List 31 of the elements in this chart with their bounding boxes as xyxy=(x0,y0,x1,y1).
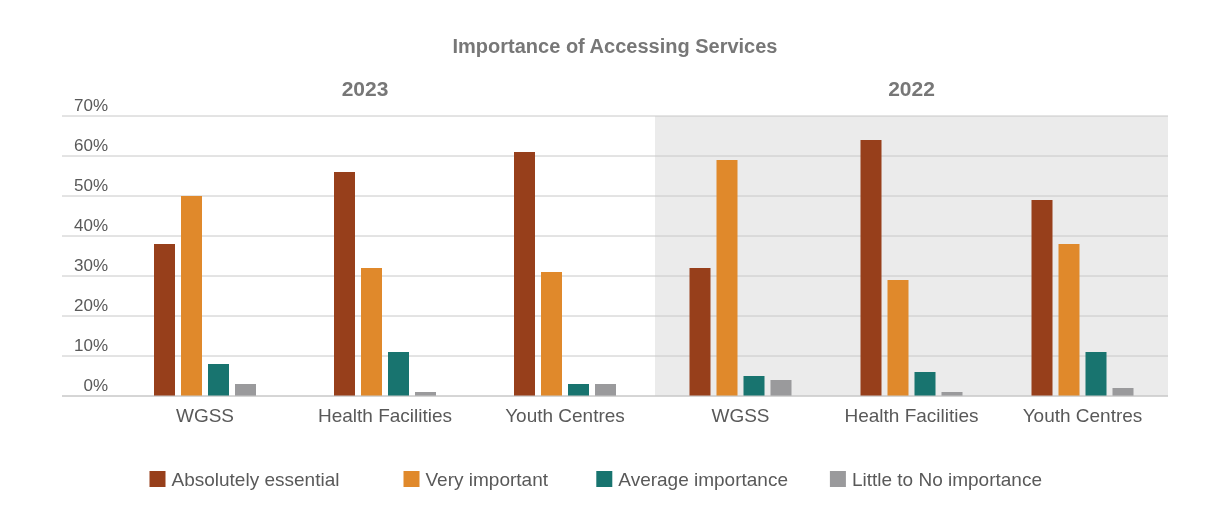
bar xyxy=(1058,244,1080,396)
chart-subtitle: 2022 xyxy=(888,77,935,100)
x-tick-label: Health Facilities xyxy=(317,405,453,426)
bar xyxy=(716,160,738,396)
legend-label: Absolutely essential xyxy=(171,469,340,490)
y-tick-label: 10% xyxy=(73,336,108,355)
y-tick-label: 60% xyxy=(73,136,108,155)
x-tick-label: WGSS xyxy=(175,405,235,426)
y-tick-label: 0% xyxy=(83,376,108,395)
x-tick-label: WGSS xyxy=(711,405,770,426)
x-tick-label: Health Facilities xyxy=(844,405,979,426)
y-tick-label: 30% xyxy=(73,256,108,275)
bar xyxy=(743,376,765,396)
legend-label: Little to No importance xyxy=(851,469,1042,490)
y-tick-label: 70% xyxy=(73,96,108,115)
y-tick-label: 20% xyxy=(73,296,108,315)
legend-label: Very important xyxy=(425,469,549,490)
chart-title: Importance of Accessing Services xyxy=(452,35,778,57)
x-tick-label: Youth Centres xyxy=(505,405,625,426)
bar xyxy=(860,140,882,396)
bar xyxy=(689,268,711,396)
bar xyxy=(914,372,936,396)
y-tick-label: 40% xyxy=(73,216,108,235)
x-tick-label: Youth Centres xyxy=(1022,405,1143,426)
bar xyxy=(887,280,909,396)
chart-subtitle: 2023 xyxy=(341,77,389,100)
bar xyxy=(1031,200,1053,396)
legend-label: Average importance xyxy=(618,469,788,490)
bar xyxy=(770,380,792,396)
bar xyxy=(1085,352,1107,396)
y-tick-label: 50% xyxy=(73,176,108,195)
